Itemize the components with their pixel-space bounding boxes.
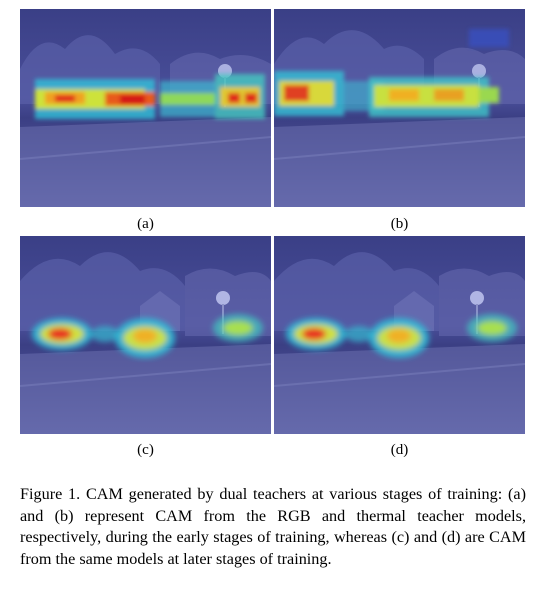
cam-panel-a: [20, 9, 271, 207]
subfigure-label-d: (d): [390, 442, 409, 458]
subfigure-label-b: (b): [390, 216, 409, 232]
subfigure-label-c: (c): [137, 442, 154, 458]
figure-caption: Figure 1. CAM generated by dual teachers…: [20, 485, 526, 568]
cam-panel-c: [20, 236, 271, 434]
cam-panel-b: [274, 9, 525, 207]
subfigure-label-a: (a): [137, 216, 154, 232]
cam-panel-d: [274, 236, 525, 434]
